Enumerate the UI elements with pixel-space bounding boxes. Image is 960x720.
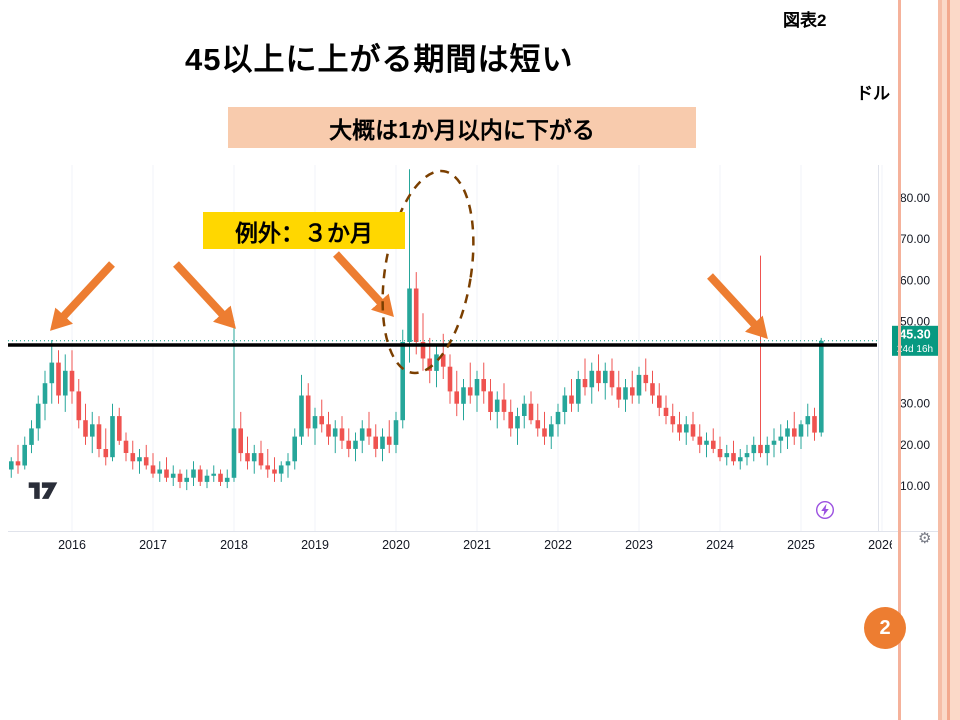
svg-text:20.00: 20.00 [900, 438, 930, 452]
chart-canvas[interactable]: 2016 2017 2018 2019 2020 2021 2022 2023 2024 2025… [8, 165, 938, 565]
figure-label: 図表2 [783, 11, 827, 30]
svg-text:45.30: 45.30 [899, 327, 930, 341]
page-number-badge: 2 [864, 607, 906, 649]
svg-text:50.00: 50.00 [900, 314, 930, 328]
svg-text:2019: 2019 [301, 538, 329, 552]
svg-text:2020: 2020 [382, 538, 410, 552]
svg-text:2022: 2022 [544, 538, 572, 552]
callout-primary: 大概は1か月以内に下がる [228, 107, 696, 148]
svg-text:2023: 2023 [625, 538, 653, 552]
svg-text:2021: 2021 [463, 538, 491, 552]
svg-text:70.00: 70.00 [900, 232, 930, 246]
svg-text:80.00: 80.00 [900, 191, 930, 205]
page-title: 45以上に上がる期間は短い [185, 42, 574, 77]
svg-text:2016: 2016 [58, 538, 86, 552]
svg-text:2017: 2017 [139, 538, 167, 552]
boost-lightning-icon[interactable] [815, 500, 835, 520]
svg-text:10.00: 10.00 [900, 479, 930, 493]
svg-text:2025: 2025 [787, 538, 815, 552]
tradingview-logo-icon[interactable] [27, 478, 59, 500]
callout-exception: 例外：３か月 [203, 212, 405, 249]
svg-text:24d 16h: 24d 16h [897, 344, 933, 355]
svg-text:30.00: 30.00 [900, 397, 930, 411]
edge-stripe-thin [898, 0, 901, 720]
settings-gear-icon[interactable]: ⚙ [918, 530, 932, 547]
svg-text:2024: 2024 [706, 538, 734, 552]
svg-text:60.00: 60.00 [900, 273, 930, 287]
price-unit-label: ドル [856, 84, 890, 103]
svg-text:2026: 2026 [868, 538, 896, 552]
edge-stripe-band [938, 0, 960, 720]
svg-text:2018: 2018 [220, 538, 248, 552]
candlestick-chart[interactable]: 2016 2017 2018 2019 2020 2021 2022 2023 2024 2025… [8, 165, 938, 565]
